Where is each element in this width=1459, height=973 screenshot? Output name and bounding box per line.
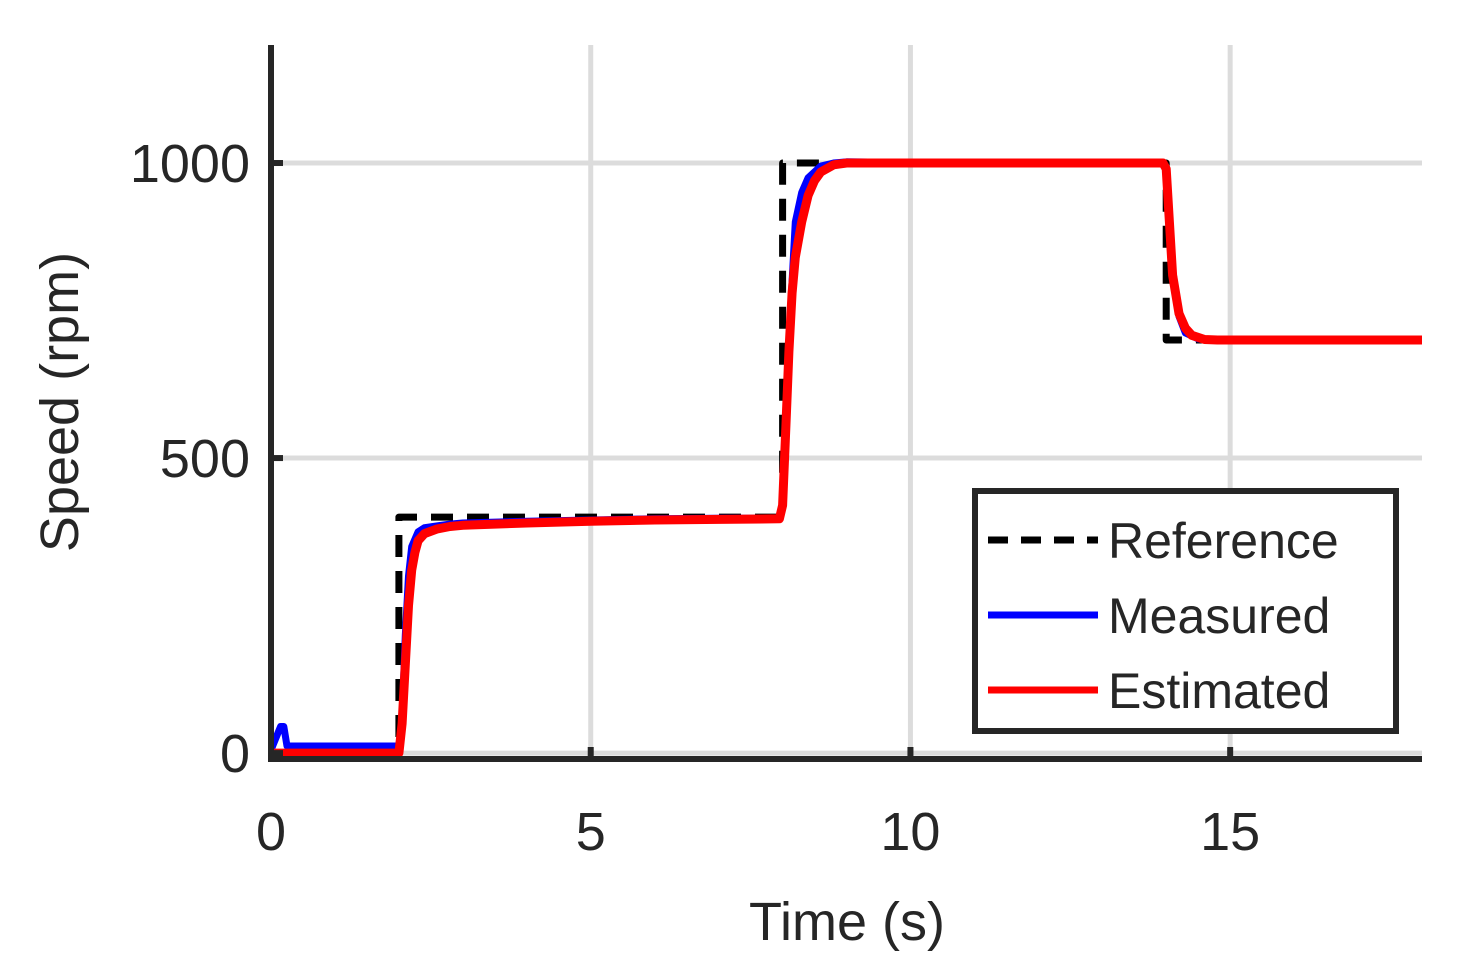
- x-tick-label: 0: [256, 802, 286, 862]
- legend-estimated-label: Estimated: [1108, 663, 1330, 719]
- x-tick-label: 10: [880, 802, 940, 862]
- x-axis-label: Time (s): [749, 892, 945, 952]
- y-tick-label: 500: [160, 429, 250, 489]
- legend: Reference Measured Estimated: [972, 488, 1399, 734]
- series-lines: [271, 158, 1422, 758]
- legend-measured-label: Measured: [1108, 588, 1330, 644]
- series-reference-line: [271, 159, 1422, 757]
- y-axis-label: Speed (rpm): [30, 252, 90, 552]
- legend-reference-label: Reference: [1108, 513, 1339, 569]
- x-ticks: 0 5 10 15: [256, 747, 1260, 862]
- y-ticks: 0 500 1000: [130, 134, 283, 784]
- x-tick-label: 5: [576, 802, 606, 862]
- y-tick-label: 1000: [130, 134, 250, 194]
- y-tick-label: 0: [220, 724, 250, 784]
- x-tick-label: 15: [1200, 802, 1260, 862]
- series-estimated-line: [271, 158, 1422, 758]
